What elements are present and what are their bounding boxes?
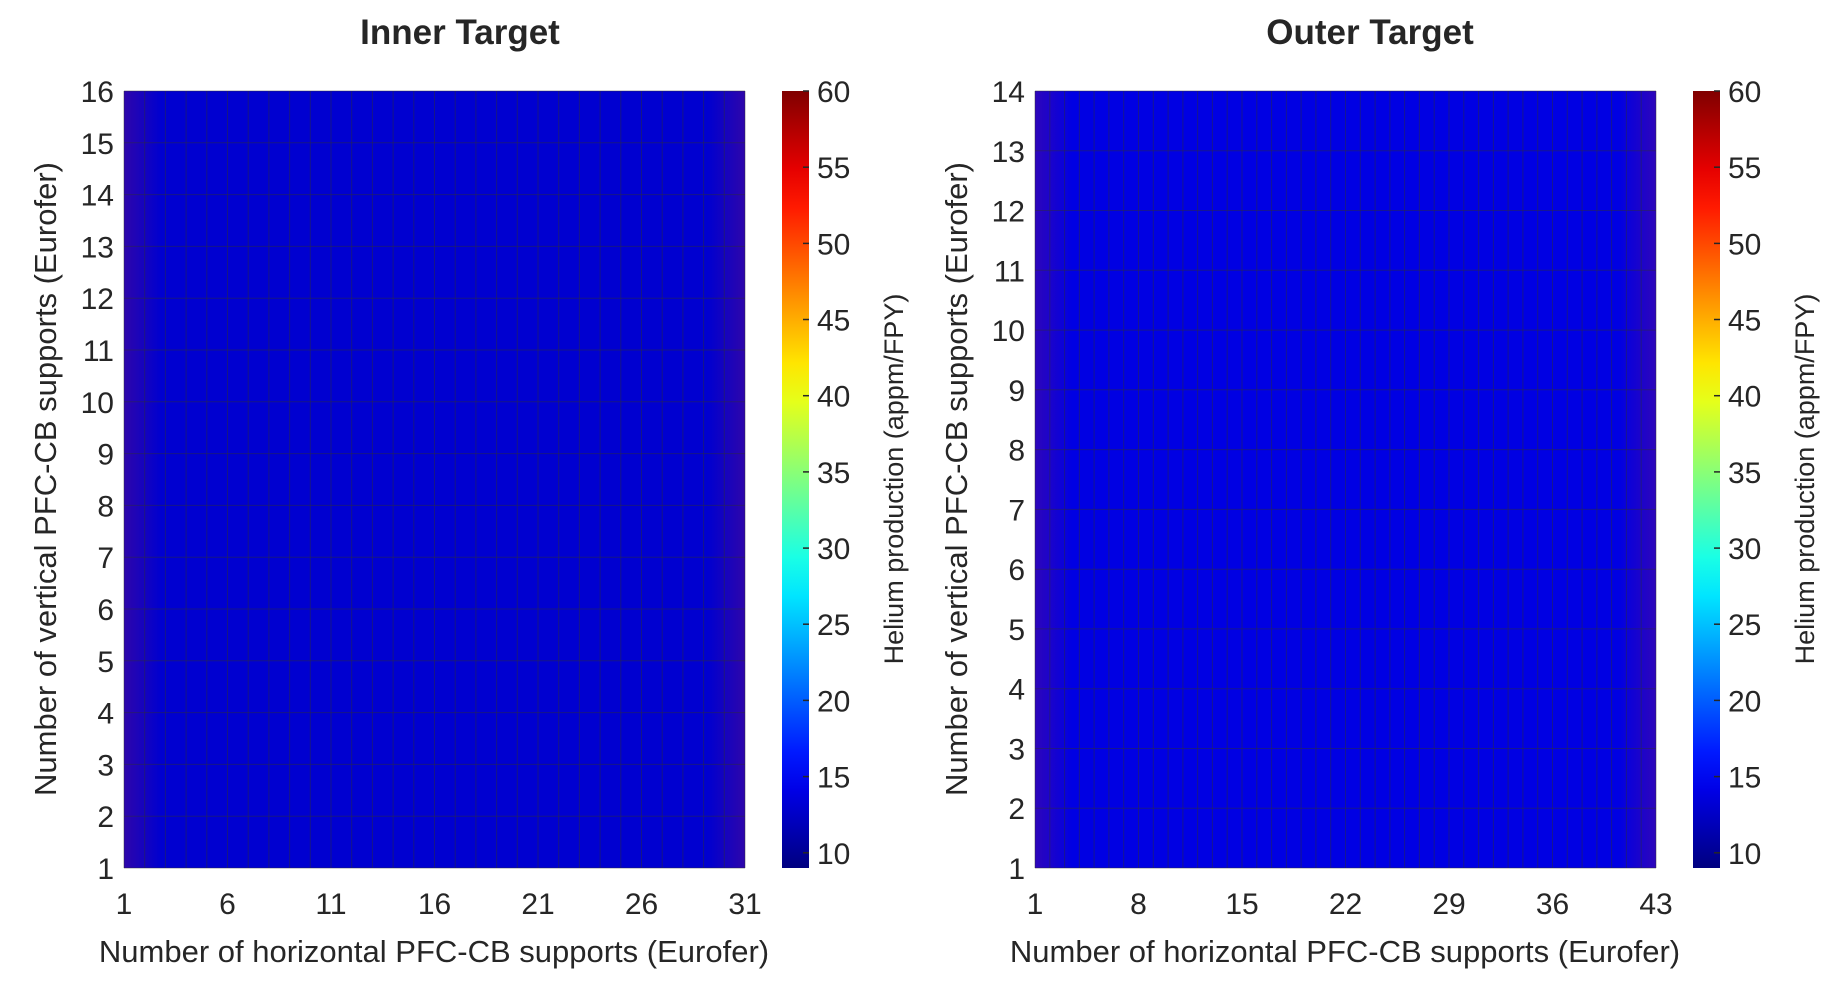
outer-target-x-ticks: 1 8 15 22 29 36 43 (1027, 888, 1673, 921)
colorbar-tick-label: 55 (817, 152, 850, 185)
outer-target-title: Outer Target (1266, 13, 1474, 52)
y-tick-label: 2 (97, 801, 114, 834)
x-tick-label: 11 (315, 888, 346, 921)
heatmap-edge-shading (1035, 91, 1656, 868)
x-tick-label: 29 (1432, 888, 1465, 921)
colorbar-tick-label: 10 (1728, 838, 1761, 871)
outer-target-panel: Outer Target 1 8 15 22 29 36 43 12345678910111… (939, 13, 1820, 969)
inner-target-colorbar-ticks: 10 15 20 25 30 35 40 45 50 55 60 (803, 76, 850, 871)
x-tick-label: 1 (116, 888, 133, 921)
outer-target-colorbar-ticks: 10 15 20 25 30 35 40 45 50 55 60 (1714, 76, 1761, 871)
y-tick-label: 10 (992, 315, 1025, 348)
colorbar-tick-label: 60 (1728, 76, 1761, 109)
outer-target-colorbar (1693, 91, 1720, 868)
y-tick-label: 3 (97, 749, 114, 782)
y-tick-label: 1 (97, 853, 114, 886)
outer-target-colorbar-label: Helium production (appm/FPY) (1790, 294, 1820, 665)
colorbar-tick-label: 40 (817, 381, 850, 414)
y-tick-label: 3 (1008, 734, 1025, 767)
y-tick-label: 9 (97, 439, 114, 472)
x-tick-label: 8 (1130, 888, 1147, 921)
inner-target-y-axis-label: Number of vertical PFC-CB supports (Euro… (28, 162, 63, 796)
x-tick-label: 26 (625, 888, 658, 921)
outer-target-grid (1034, 90, 1657, 869)
colorbar-tick-label: 20 (817, 685, 850, 718)
inner-target-x-ticks: 1 6 11 16 21 26 31 (116, 888, 762, 921)
inner-target-x-axis-label: Number of horizontal PFC-CB supports (Eu… (99, 934, 769, 969)
outer-target-y-axis-label: Number of vertical PFC-CB supports (Euro… (939, 162, 974, 796)
y-tick-label: 4 (1008, 674, 1025, 707)
y-tick-label: 10 (81, 387, 114, 420)
y-tick-label: 11 (83, 335, 114, 368)
y-tick-label: 13 (992, 136, 1025, 169)
colorbar-tick-label: 55 (1728, 152, 1761, 185)
colorbar-tick-label: 45 (817, 305, 850, 338)
colorbar-tick-label: 50 (817, 228, 850, 261)
outer-target-x-axis-label: Number of horizontal PFC-CB supports (Eu… (1010, 934, 1680, 969)
inner-target-panel: Inner Target 1 6 11 16 21 26 31 12345678910111… (28, 13, 909, 969)
x-tick-label: 43 (1639, 888, 1672, 921)
colorbar-tick-label: 50 (1728, 228, 1761, 261)
y-tick-label: 8 (1008, 435, 1025, 468)
inner-target-colorbar (782, 91, 809, 868)
y-tick-label: 16 (81, 76, 114, 109)
y-tick-label: 6 (1008, 554, 1025, 587)
colorbar-tick-label: 30 (817, 533, 850, 566)
colorbar-tick-label: 45 (1728, 305, 1761, 338)
colorbar-tick-label: 40 (1728, 381, 1761, 414)
colorbar-tick-label: 15 (817, 762, 850, 795)
inner-target-colorbar-label: Helium production (appm/FPY) (879, 294, 909, 665)
colorbar-tick-label: 30 (1728, 533, 1761, 566)
y-tick-label: 7 (1008, 494, 1025, 527)
x-tick-label: 21 (521, 888, 554, 921)
colorbar-tick-label: 10 (817, 838, 850, 871)
y-tick-label: 15 (81, 128, 114, 161)
colorbar-tick-label: 20 (1728, 685, 1761, 718)
inner-target-grid (123, 90, 746, 869)
y-tick-label: 4 (97, 698, 114, 731)
colorbar-tick-label: 35 (817, 457, 850, 490)
y-tick-label: 14 (992, 76, 1025, 109)
colorbar-tick-label: 60 (817, 76, 850, 109)
colorbar-tick-label: 35 (1728, 457, 1761, 490)
colorbar-tick-label: 25 (817, 609, 850, 642)
x-tick-label: 6 (219, 888, 236, 921)
y-tick-label: 6 (97, 594, 114, 627)
y-tick-label: 11 (994, 255, 1025, 288)
y-tick-label: 9 (1008, 375, 1025, 408)
x-tick-label: 36 (1536, 888, 1569, 921)
y-tick-label: 12 (992, 196, 1025, 229)
y-tick-label: 5 (97, 646, 114, 679)
y-tick-label: 14 (81, 180, 114, 213)
colorbar-tick-label: 15 (1728, 762, 1761, 795)
y-tick-label: 8 (97, 490, 114, 523)
colorbar-tick-label: 25 (1728, 609, 1761, 642)
x-tick-label: 31 (728, 888, 761, 921)
y-tick-label: 12 (81, 283, 114, 316)
y-tick-label: 7 (97, 542, 114, 575)
heatmap-edge-shading (124, 91, 745, 868)
inner-target-title: Inner Target (360, 13, 560, 52)
x-tick-label: 1 (1027, 888, 1044, 921)
y-tick-label: 1 (1008, 853, 1025, 886)
y-tick-label: 2 (1008, 793, 1025, 826)
x-tick-label: 15 (1225, 888, 1258, 921)
x-tick-label: 16 (418, 888, 451, 921)
x-tick-label: 22 (1329, 888, 1362, 921)
y-tick-label: 13 (81, 231, 114, 264)
y-tick-label: 5 (1008, 614, 1025, 647)
